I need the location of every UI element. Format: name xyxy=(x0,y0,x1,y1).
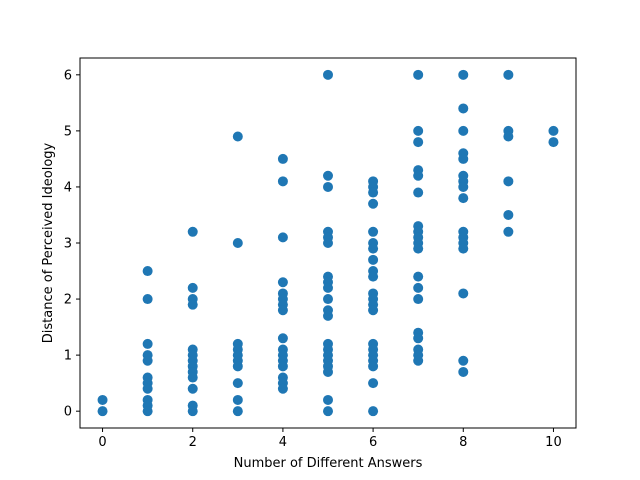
y-tick-label: 6 xyxy=(64,68,72,83)
data-point xyxy=(277,361,288,372)
data-point xyxy=(142,406,153,417)
data-point xyxy=(413,137,424,148)
data-point xyxy=(142,294,153,305)
data-point xyxy=(368,254,379,265)
data-point xyxy=(97,394,108,405)
data-point xyxy=(413,125,424,136)
x-tick-label: 0 xyxy=(98,435,106,450)
x-tick-label: 10 xyxy=(545,435,562,450)
data-point xyxy=(548,137,559,148)
data-point xyxy=(187,282,198,293)
data-point xyxy=(277,153,288,164)
data-point xyxy=(458,69,469,80)
y-tick-label: 2 xyxy=(64,293,72,308)
data-point xyxy=(368,187,379,198)
x-tick-label: 2 xyxy=(189,435,197,450)
data-point xyxy=(458,153,469,164)
data-point xyxy=(323,238,333,248)
data-point xyxy=(142,355,153,366)
data-point xyxy=(458,288,469,299)
y-axis-label: Distance of Perceived Ideology xyxy=(41,142,56,343)
data-point xyxy=(323,170,333,181)
data-point xyxy=(323,69,333,80)
data-point xyxy=(458,366,469,377)
data-point xyxy=(458,243,469,254)
data-point xyxy=(142,338,153,349)
data-point xyxy=(277,176,288,187)
data-point xyxy=(187,383,198,394)
data-point xyxy=(503,226,514,237)
data-point xyxy=(503,209,514,220)
data-point xyxy=(413,243,424,254)
data-point xyxy=(368,305,379,316)
data-point xyxy=(458,193,469,204)
x-axis: 0 2 4 6 8 10 xyxy=(98,428,562,450)
data-point xyxy=(232,131,243,142)
data-point xyxy=(277,277,288,288)
data-point xyxy=(232,394,243,405)
data-point xyxy=(277,383,288,394)
data-point xyxy=(187,372,198,383)
y-tick-label: 0 xyxy=(64,405,72,420)
x-tick-label: 4 xyxy=(279,435,287,450)
data-point xyxy=(368,361,379,372)
data-point xyxy=(323,394,333,405)
data-point xyxy=(277,232,288,243)
data-point xyxy=(548,125,559,136)
y-axis: 0 1 2 3 4 5 6 xyxy=(64,68,80,420)
data-point xyxy=(413,355,424,366)
data-point xyxy=(458,125,469,136)
data-point xyxy=(142,266,153,277)
x-tick-label: 6 xyxy=(369,435,377,450)
data-point xyxy=(277,333,288,344)
data-point xyxy=(277,305,288,316)
data-point xyxy=(458,355,469,366)
data-point xyxy=(503,131,514,142)
points-layer xyxy=(97,69,559,417)
data-point xyxy=(413,187,424,198)
data-point xyxy=(187,299,198,310)
data-point xyxy=(323,310,333,321)
data-point xyxy=(323,366,333,377)
data-point xyxy=(413,294,424,305)
data-point xyxy=(232,378,243,389)
data-point xyxy=(232,361,243,372)
x-tick-label: 8 xyxy=(459,435,467,450)
y-tick-label: 4 xyxy=(64,180,72,195)
x-axis-label: Number of Different Answers xyxy=(234,456,423,471)
data-point xyxy=(503,176,514,187)
data-point xyxy=(187,226,198,237)
data-point xyxy=(368,378,379,389)
data-point xyxy=(323,282,333,293)
data-point xyxy=(187,406,198,417)
data-point xyxy=(323,406,333,417)
data-point xyxy=(368,226,379,237)
data-point xyxy=(323,294,333,305)
data-point xyxy=(368,198,379,209)
data-point xyxy=(368,243,379,254)
data-point xyxy=(503,69,514,80)
data-point xyxy=(142,383,153,394)
data-point xyxy=(458,103,469,114)
data-point xyxy=(323,181,333,192)
data-point xyxy=(413,170,424,181)
y-tick-label: 1 xyxy=(64,349,72,364)
data-point xyxy=(368,406,379,417)
data-point xyxy=(413,282,424,293)
data-point xyxy=(413,333,424,344)
y-tick-label: 3 xyxy=(64,237,72,252)
data-point xyxy=(413,271,424,282)
data-point xyxy=(368,271,379,282)
data-point xyxy=(97,406,108,417)
data-point xyxy=(413,69,424,80)
data-point xyxy=(232,406,243,417)
data-point xyxy=(458,181,469,192)
y-tick-label: 5 xyxy=(64,124,72,139)
data-point xyxy=(232,238,243,248)
